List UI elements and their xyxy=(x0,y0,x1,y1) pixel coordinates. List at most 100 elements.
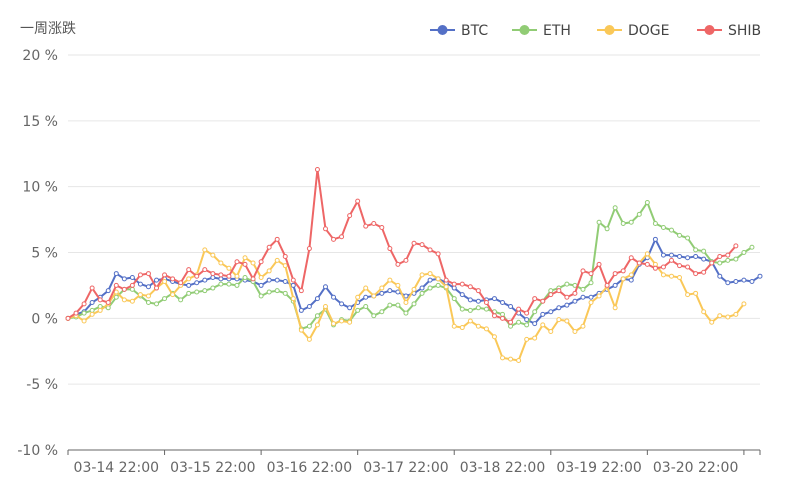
data-point-btc[interactable] xyxy=(717,273,723,279)
data-point-doge[interactable] xyxy=(588,300,594,306)
data-point-shib[interactable] xyxy=(717,253,723,259)
data-point-shib[interactable] xyxy=(540,298,546,304)
data-point-shib[interactable] xyxy=(355,198,361,204)
data-point-doge[interactable] xyxy=(339,318,345,324)
data-point-doge[interactable] xyxy=(467,318,473,324)
data-point-shib[interactable] xyxy=(250,276,256,282)
data-point-eth[interactable] xyxy=(234,282,240,288)
data-point-eth[interactable] xyxy=(113,294,119,300)
data-point-doge[interactable] xyxy=(290,296,296,302)
data-point-eth[interactable] xyxy=(274,288,280,294)
data-point-doge[interactable] xyxy=(516,357,522,363)
data-point-eth[interactable] xyxy=(500,311,506,317)
data-point-shib[interactable] xyxy=(314,167,320,173)
data-point-eth[interactable] xyxy=(419,290,425,296)
data-point-eth[interactable] xyxy=(685,235,691,241)
data-point-shib[interactable] xyxy=(612,271,618,277)
data-point-btc[interactable] xyxy=(322,284,328,290)
data-point-shib[interactable] xyxy=(137,272,143,278)
data-point-shib[interactable] xyxy=(306,246,312,252)
data-point-eth[interactable] xyxy=(162,296,168,302)
data-point-eth[interactable] xyxy=(363,303,369,309)
data-point-doge[interactable] xyxy=(508,356,514,362)
data-point-doge[interactable] xyxy=(162,278,168,284)
data-point-shib[interactable] xyxy=(644,261,650,267)
data-point-eth[interactable] xyxy=(202,288,208,294)
data-point-doge[interactable] xyxy=(540,322,546,328)
data-point-shib[interactable] xyxy=(113,282,119,288)
data-point-eth[interactable] xyxy=(427,285,433,291)
data-point-eth[interactable] xyxy=(564,281,570,287)
data-point-doge[interactable] xyxy=(644,251,650,257)
data-point-doge[interactable] xyxy=(186,276,192,282)
data-point-shib[interactable] xyxy=(162,272,168,278)
data-point-eth[interactable] xyxy=(403,310,409,316)
data-point-shib[interactable] xyxy=(467,284,473,290)
data-point-shib[interactable] xyxy=(274,236,280,242)
data-point-eth[interactable] xyxy=(693,247,699,253)
data-point-doge[interactable] xyxy=(451,323,457,329)
data-point-btc[interactable] xyxy=(266,277,272,283)
data-point-eth[interactable] xyxy=(717,260,723,266)
data-point-shib[interactable] xyxy=(81,301,87,307)
data-point-doge[interactable] xyxy=(491,334,497,340)
data-point-eth[interactable] xyxy=(186,290,192,296)
data-point-shib[interactable] xyxy=(178,280,184,286)
data-point-eth[interactable] xyxy=(620,221,626,227)
data-point-eth[interactable] xyxy=(660,224,666,230)
data-point-btc[interactable] xyxy=(572,298,578,304)
data-point-eth[interactable] xyxy=(612,205,618,211)
data-point-btc[interactable] xyxy=(427,277,433,283)
data-point-shib[interactable] xyxy=(652,265,658,271)
data-point-btc[interactable] xyxy=(218,276,224,282)
data-point-shib[interactable] xyxy=(347,213,353,219)
data-point-shib[interactable] xyxy=(508,319,514,325)
data-point-btc[interactable] xyxy=(451,285,457,291)
data-point-shib[interactable] xyxy=(668,257,674,263)
data-point-doge[interactable] xyxy=(306,336,312,342)
data-point-doge[interactable] xyxy=(725,314,731,320)
data-point-btc[interactable] xyxy=(154,277,160,283)
data-point-shib[interactable] xyxy=(154,285,160,291)
data-point-shib[interactable] xyxy=(500,315,506,321)
data-point-eth[interactable] xyxy=(355,307,361,313)
data-point-eth[interactable] xyxy=(508,323,514,329)
data-point-shib[interactable] xyxy=(451,281,457,287)
data-point-eth[interactable] xyxy=(516,319,522,325)
data-point-shib[interactable] xyxy=(435,251,441,257)
data-point-eth[interactable] xyxy=(467,307,473,313)
data-point-doge[interactable] xyxy=(741,301,747,307)
data-point-eth[interactable] xyxy=(733,256,739,262)
data-point-doge[interactable] xyxy=(371,293,377,299)
data-point-btc[interactable] xyxy=(532,321,538,327)
data-point-shib[interactable] xyxy=(395,261,401,267)
data-point-eth[interactable] xyxy=(81,310,87,316)
data-point-doge[interactable] xyxy=(395,282,401,288)
data-point-eth[interactable] xyxy=(459,306,465,312)
data-point-btc[interactable] xyxy=(137,281,143,287)
data-point-shib[interactable] xyxy=(210,271,216,277)
data-point-btc[interactable] xyxy=(556,305,562,311)
data-point-doge[interactable] xyxy=(81,318,87,324)
data-point-eth[interactable] xyxy=(596,219,602,225)
data-point-shib[interactable] xyxy=(483,300,489,306)
data-point-doge[interactable] xyxy=(532,335,538,341)
data-point-btc[interactable] xyxy=(387,288,393,294)
data-point-shib[interactable] xyxy=(564,294,570,300)
data-point-eth[interactable] xyxy=(483,306,489,312)
data-point-btc[interactable] xyxy=(202,277,208,283)
data-point-shib[interactable] xyxy=(97,297,103,303)
data-point-doge[interactable] xyxy=(475,323,481,329)
data-point-eth[interactable] xyxy=(668,227,674,233)
data-point-doge[interactable] xyxy=(314,322,320,328)
data-point-btc[interactable] xyxy=(548,309,554,315)
data-point-shib[interactable] xyxy=(73,310,79,316)
data-point-shib[interactable] xyxy=(403,257,409,263)
data-point-eth[interactable] xyxy=(532,309,538,315)
data-point-eth[interactable] xyxy=(194,289,200,295)
data-point-shib[interactable] xyxy=(145,271,151,277)
data-point-eth[interactable] xyxy=(258,293,264,299)
data-point-shib[interactable] xyxy=(556,288,562,294)
data-point-shib[interactable] xyxy=(65,315,71,321)
data-point-doge[interactable] xyxy=(685,292,691,298)
